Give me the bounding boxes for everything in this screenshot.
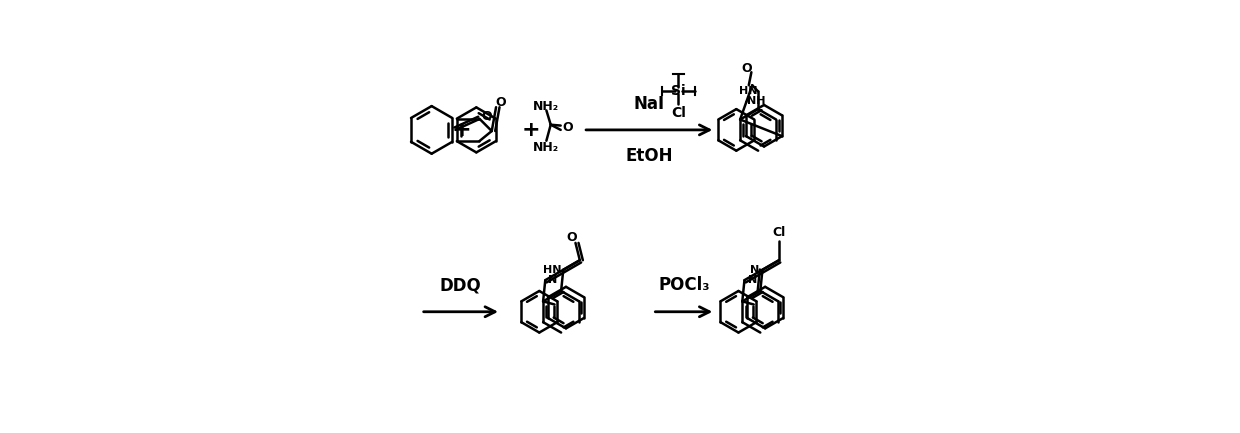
- Text: DDQ: DDQ: [440, 276, 482, 294]
- Text: N: N: [750, 265, 759, 275]
- Text: O: O: [563, 121, 573, 134]
- Text: EtOH: EtOH: [625, 147, 673, 165]
- Text: NH: NH: [746, 96, 765, 106]
- Text: Cl: Cl: [773, 226, 786, 239]
- Text: HN: HN: [543, 265, 562, 275]
- Text: O: O: [495, 96, 506, 109]
- Text: NaI: NaI: [634, 94, 665, 113]
- Text: NH₂: NH₂: [533, 100, 559, 113]
- Text: POCl₃: POCl₃: [658, 276, 709, 294]
- Text: Cl: Cl: [671, 107, 686, 120]
- Text: N: N: [748, 275, 756, 285]
- Text: +: +: [522, 120, 541, 140]
- Text: O: O: [742, 62, 753, 75]
- Text: HN: HN: [739, 86, 758, 96]
- Text: NH₂: NH₂: [533, 141, 559, 154]
- Text: Si: Si: [671, 84, 686, 98]
- Text: O: O: [567, 231, 578, 244]
- Text: +: +: [453, 120, 471, 140]
- Text: N: N: [548, 275, 558, 285]
- Text: O: O: [481, 110, 491, 123]
